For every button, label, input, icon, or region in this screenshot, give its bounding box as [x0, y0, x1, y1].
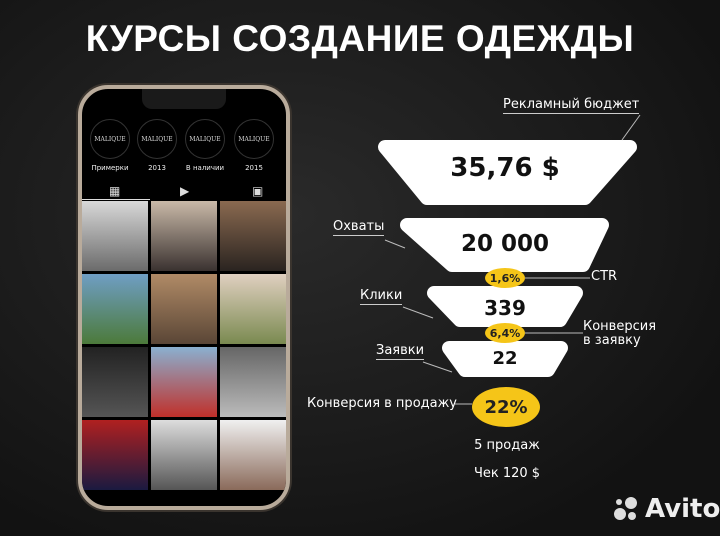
- sale-conversion-badge: 22%: [472, 387, 540, 427]
- connector-line: [422, 361, 453, 373]
- budget-value: 35,76 $: [450, 153, 560, 183]
- highlight-story[interactable]: MALIQUE Примерки: [88, 119, 132, 172]
- avito-wordmark: Avito: [645, 494, 720, 524]
- reach-label: Охваты: [333, 219, 385, 236]
- story-logo: MALIQUE: [137, 119, 177, 159]
- highlight-story[interactable]: MALIQUE 2013: [135, 119, 179, 172]
- leads-label: Заявки: [376, 343, 425, 360]
- ctr-label: CTR: [591, 269, 618, 284]
- average-check: Чек 120 $: [473, 466, 541, 481]
- story-label: 2013: [148, 164, 166, 172]
- highlight-story[interactable]: MALIQUE 2015: [232, 119, 276, 172]
- clicks-value: 339: [484, 296, 526, 320]
- photo-thumbnail[interactable]: [151, 347, 217, 417]
- highlight-story[interactable]: MALIQUE В наличии: [183, 119, 227, 172]
- photo-thumbnail[interactable]: [82, 274, 148, 344]
- photo-thumbnail[interactable]: [151, 274, 217, 344]
- photo-grid: [82, 201, 286, 501]
- photo-thumbnail[interactable]: [151, 201, 217, 271]
- story-label: 2015: [245, 164, 263, 172]
- funnel-stage-leads: [442, 341, 568, 377]
- story-logo: MALIQUE: [90, 119, 130, 159]
- story-label: Примерки: [91, 164, 129, 172]
- funnel-stage-budget: [378, 140, 637, 205]
- sales-count: 5 продаж: [474, 438, 540, 453]
- photo-thumbnail[interactable]: [220, 347, 286, 417]
- photo-thumbnail[interactable]: [220, 420, 286, 490]
- story-logo: MALIQUE: [185, 119, 225, 159]
- connector-line: [621, 114, 641, 141]
- funnel-stage-clicks: [427, 286, 583, 327]
- photo-thumbnail[interactable]: [151, 420, 217, 490]
- avito-logo: Avito: [612, 494, 720, 524]
- reels-icon[interactable]: ▶: [180, 184, 190, 198]
- photo-thumbnail[interactable]: [220, 201, 286, 271]
- active-tab-indicator: [82, 199, 150, 200]
- photo-thumbnail[interactable]: [82, 347, 148, 417]
- budget-label: Рекламный бюджет: [503, 97, 640, 114]
- clicks-label: Клики: [360, 288, 403, 305]
- photo-thumbnail[interactable]: [220, 274, 286, 344]
- story-label: В наличии: [185, 164, 225, 172]
- connector-line: [402, 306, 434, 319]
- sale-conversion-label: Конверсия в продажу: [307, 396, 458, 411]
- avito-dots-icon: [614, 497, 637, 520]
- photo-thumbnail[interactable]: [82, 420, 148, 490]
- lead-conversion-badge: 6,4%: [485, 323, 525, 343]
- page-title: КУРСЫ СОЗДАНИЕ ОДЕЖДЫ: [85, 18, 635, 59]
- reach-value: 20 000: [460, 231, 550, 257]
- lead-conversion-label-line1: Конверсия: [583, 319, 657, 334]
- tagged-icon[interactable]: ▣: [252, 184, 264, 198]
- phone-mockup: MALIQUE Примерки MALIQUE 2013 MALIQUE В нал…: [78, 85, 290, 510]
- phone-notch: [142, 89, 226, 109]
- connector-line: [384, 239, 406, 249]
- lead-conversion-label-line2: в заявку: [583, 333, 641, 348]
- photo-thumbnail[interactable]: [82, 201, 148, 271]
- funnel-stage-reach: [400, 218, 609, 272]
- lead-conversion-label: Конверсия в заявку: [583, 320, 656, 348]
- ctr-badge: 1,6%: [485, 268, 525, 288]
- leads-value: 22: [492, 348, 518, 369]
- story-logo: MALIQUE: [234, 119, 274, 159]
- grid-icon[interactable]: ▦: [109, 184, 121, 198]
